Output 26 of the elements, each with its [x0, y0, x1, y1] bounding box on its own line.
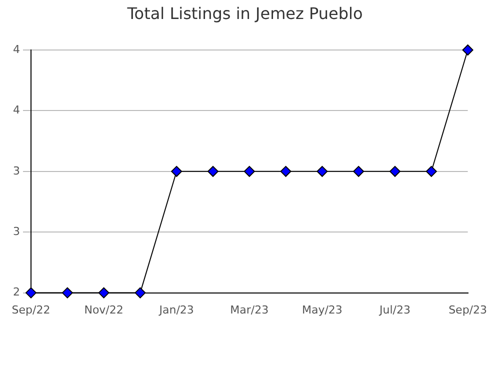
- point: [426, 166, 437, 177]
- point: [207, 166, 218, 177]
- x-tick-label: Sep/23: [448, 303, 487, 316]
- point: [462, 44, 474, 56]
- y-tick-label: 2: [13, 286, 20, 299]
- point: [389, 166, 400, 177]
- point: [26, 287, 36, 298]
- point: [98, 287, 110, 298]
- x-tick-label: Mar/23: [230, 303, 269, 316]
- point: [280, 166, 292, 177]
- point: [134, 287, 146, 298]
- chart-title: Total Listings in Jemez Pueblo: [126, 4, 364, 23]
- point: [62, 287, 73, 298]
- point: [353, 166, 364, 177]
- x-tick-label: Nov/22: [84, 303, 124, 316]
- x-tick-label: Jan/23: [158, 303, 194, 316]
- y-tick-label: 4: [13, 104, 20, 117]
- x-tick-label: Jul/23: [378, 303, 410, 316]
- x-tick-label: Sep/22: [12, 303, 50, 316]
- x-tick-label: May/23: [302, 303, 342, 316]
- point: [316, 166, 328, 177]
- y-tick-label: 4: [13, 42, 20, 56]
- y-tick-label: 3: [13, 164, 20, 178]
- y-tick-label: 3: [13, 224, 20, 238]
- point: [244, 166, 255, 177]
- point: [171, 166, 182, 177]
